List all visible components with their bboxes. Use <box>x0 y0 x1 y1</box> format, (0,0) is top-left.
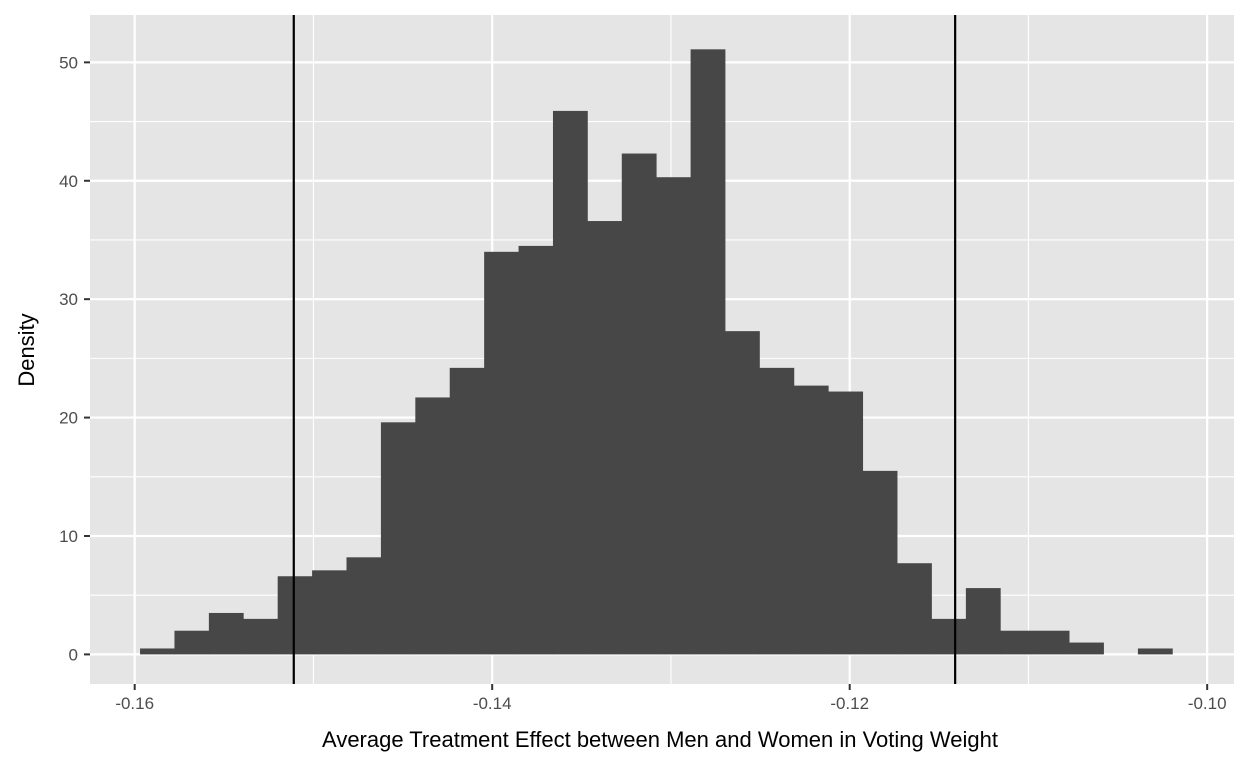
histogram-bar <box>312 570 347 655</box>
histogram-bar <box>828 391 864 655</box>
y-tick-label: 0 <box>69 645 78 664</box>
y-tick-label: 50 <box>59 53 78 72</box>
x-tick-label: -0.16 <box>115 694 154 713</box>
histogram-bar <box>346 557 382 655</box>
histogram-bar <box>897 563 932 655</box>
histogram-bar <box>380 422 416 655</box>
y-tick-label: 10 <box>59 527 78 546</box>
histogram-bar <box>793 385 829 655</box>
histogram-bar <box>140 648 175 655</box>
x-tick-label: -0.12 <box>830 694 869 713</box>
histogram-bar <box>552 110 588 655</box>
histogram-bar <box>965 588 1001 655</box>
x-tick-label: -0.14 <box>473 694 512 713</box>
y-tick-label: 20 <box>59 409 78 428</box>
histogram-bar <box>243 618 279 655</box>
histogram-bar <box>1069 642 1104 655</box>
histogram-bar <box>1000 630 1036 655</box>
histogram-bar <box>862 470 898 655</box>
histogram-bar <box>1137 648 1173 655</box>
histogram-bar <box>208 612 244 655</box>
histogram-bars <box>140 49 1173 655</box>
histogram-bar <box>518 245 554 655</box>
reference-lines <box>292 15 957 684</box>
histogram-bar <box>587 221 623 655</box>
y-axis-title: Density <box>14 313 39 386</box>
histogram-bar <box>1034 630 1070 655</box>
x-axis-title: Average Treatment Effect between Men and… <box>322 727 998 752</box>
histogram-bar <box>725 331 760 655</box>
y-tick-label: 30 <box>59 290 78 309</box>
x-axis: -0.16 -0.14 -0.12 -0.10 <box>115 684 1227 713</box>
histogram-bar <box>656 177 691 655</box>
x-tick-label: -0.10 <box>1188 694 1227 713</box>
histogram-bar <box>759 367 795 655</box>
y-tick-label: 40 <box>59 172 78 191</box>
histogram-bar <box>449 367 485 655</box>
histogram-bar <box>484 251 519 655</box>
histogram-bar <box>277 576 313 655</box>
histogram-bar <box>690 49 726 655</box>
histogram-bar <box>931 618 967 655</box>
histogram-bar <box>415 397 451 655</box>
histogram-bar <box>174 630 210 655</box>
y-axis: 0 10 20 30 40 50 <box>59 53 90 664</box>
histogram-bar <box>621 153 657 655</box>
